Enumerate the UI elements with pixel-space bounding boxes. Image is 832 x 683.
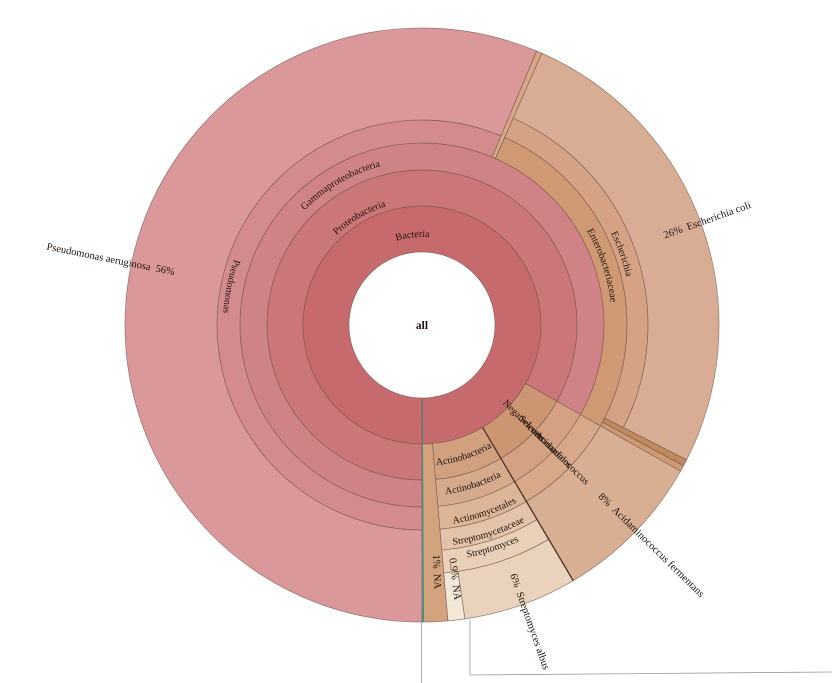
wedge-escherichia-coli-d6-8[interactable] (512, 52, 720, 461)
percent-label-na-5: 1% NA (430, 554, 443, 589)
wedge-na-d1-23[interactable] (421, 397, 424, 623)
wedge-pseudomonas-aeruginosa-d5-4[interactable] (124, 27, 537, 623)
percent-label-na-4: 0.9% NA (446, 557, 462, 601)
sector-boundary-line (482, 427, 574, 581)
leader-line-1 (469, 620, 832, 676)
boundary-lines-layer (421, 427, 832, 683)
center-label: all (416, 320, 428, 332)
wedges-layer (124, 27, 720, 623)
ring-label-bacteria-0: Bacteria (394, 229, 430, 244)
